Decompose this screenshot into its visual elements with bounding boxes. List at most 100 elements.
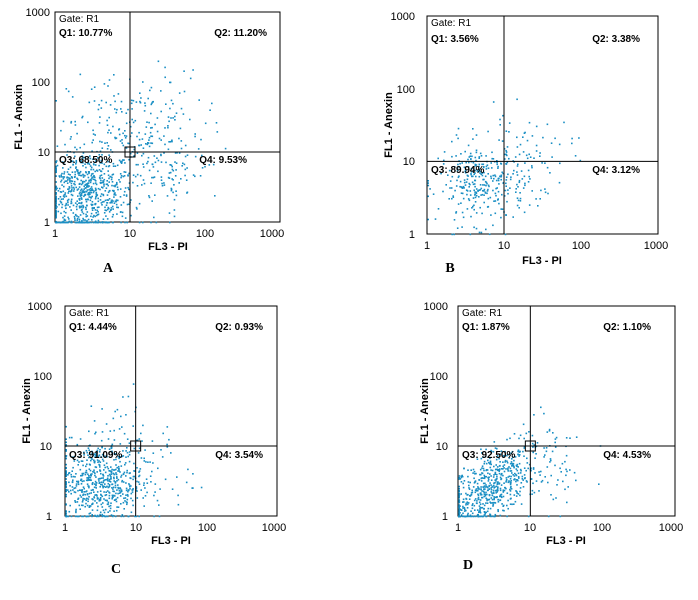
data-point	[127, 174, 129, 176]
data-point	[523, 467, 526, 469]
data-point	[150, 86, 153, 89]
data-point	[102, 193, 105, 196]
data-point	[65, 483, 67, 485]
data-point	[121, 426, 123, 428]
data-point	[65, 515, 67, 518]
data-point	[102, 221, 104, 224]
data-point	[107, 174, 110, 177]
data-point	[517, 450, 519, 453]
data-point	[115, 472, 117, 474]
data-point	[509, 437, 511, 440]
data-point	[527, 169, 530, 172]
data-point	[492, 489, 495, 492]
data-point	[136, 480, 138, 483]
data-point	[527, 515, 530, 518]
data-point	[158, 515, 161, 518]
data-point	[158, 504, 160, 506]
data-point	[91, 195, 93, 198]
data-point	[99, 470, 102, 472]
data-point	[494, 486, 496, 488]
data-point	[467, 493, 469, 496]
data-point	[458, 487, 460, 490]
data-point	[143, 460, 146, 462]
data-point	[98, 477, 101, 480]
data-point	[139, 174, 142, 177]
data-point	[488, 476, 490, 478]
data-point	[65, 438, 67, 440]
data-point	[113, 196, 115, 198]
data-point	[124, 137, 127, 139]
data-point	[496, 481, 499, 484]
data-point	[546, 123, 549, 126]
data-point	[499, 175, 501, 178]
data-point	[463, 166, 466, 169]
y-axis-label-c: FL1 - Anexin	[21, 378, 33, 444]
data-point	[74, 221, 77, 224]
data-point	[461, 474, 463, 477]
data-point	[139, 92, 141, 94]
data-point	[516, 197, 519, 199]
data-point	[201, 154, 203, 157]
data-point	[98, 206, 100, 208]
data-point	[497, 489, 499, 492]
data-point	[549, 458, 552, 460]
data-point	[94, 500, 96, 502]
data-point	[177, 494, 179, 497]
data-point	[178, 182, 180, 184]
data-point	[102, 481, 105, 484]
data-point	[192, 174, 195, 176]
data-point	[533, 157, 535, 159]
data-point	[194, 135, 196, 138]
data-point	[477, 493, 479, 496]
data-point	[502, 455, 505, 457]
data-point	[531, 493, 533, 495]
data-point	[67, 168, 70, 170]
data-point	[100, 503, 103, 506]
data-point	[94, 176, 96, 179]
data-point	[519, 494, 521, 497]
data-point	[95, 188, 97, 191]
data-point	[78, 182, 81, 185]
data-point	[516, 165, 519, 167]
data-point	[56, 164, 59, 167]
data-point	[104, 471, 107, 474]
data-point	[68, 220, 70, 223]
data-point	[479, 184, 482, 186]
x-tick-d-10: 10	[524, 522, 536, 534]
data-point	[471, 155, 473, 158]
data-point	[130, 102, 133, 105]
data-point	[513, 494, 516, 496]
data-point	[98, 480, 100, 482]
data-point	[89, 155, 91, 157]
data-point	[102, 480, 105, 482]
data-point	[74, 173, 76, 176]
data-point	[77, 195, 79, 197]
data-point	[486, 502, 489, 504]
data-point	[119, 460, 121, 463]
data-point	[110, 473, 113, 475]
data-point	[153, 515, 155, 518]
data-point	[80, 460, 83, 462]
data-point	[73, 491, 76, 493]
data-point	[104, 499, 107, 502]
data-point	[477, 489, 479, 492]
data-point	[98, 464, 101, 466]
data-point	[67, 188, 69, 190]
data-point	[500, 478, 503, 480]
data-point	[471, 207, 473, 209]
data-point	[153, 176, 156, 178]
q1-label-d: Q1: 1.87%	[462, 322, 510, 333]
data-point	[89, 189, 92, 192]
data-point	[97, 211, 99, 213]
data-point	[122, 132, 124, 135]
data-point	[63, 163, 65, 165]
data-point	[75, 163, 77, 165]
data-point	[138, 515, 140, 518]
data-point	[150, 127, 152, 129]
data-point	[93, 453, 96, 455]
data-point	[487, 507, 490, 510]
data-point	[91, 204, 93, 207]
data-point	[475, 502, 478, 504]
data-point	[474, 193, 476, 195]
data-point	[140, 97, 142, 99]
